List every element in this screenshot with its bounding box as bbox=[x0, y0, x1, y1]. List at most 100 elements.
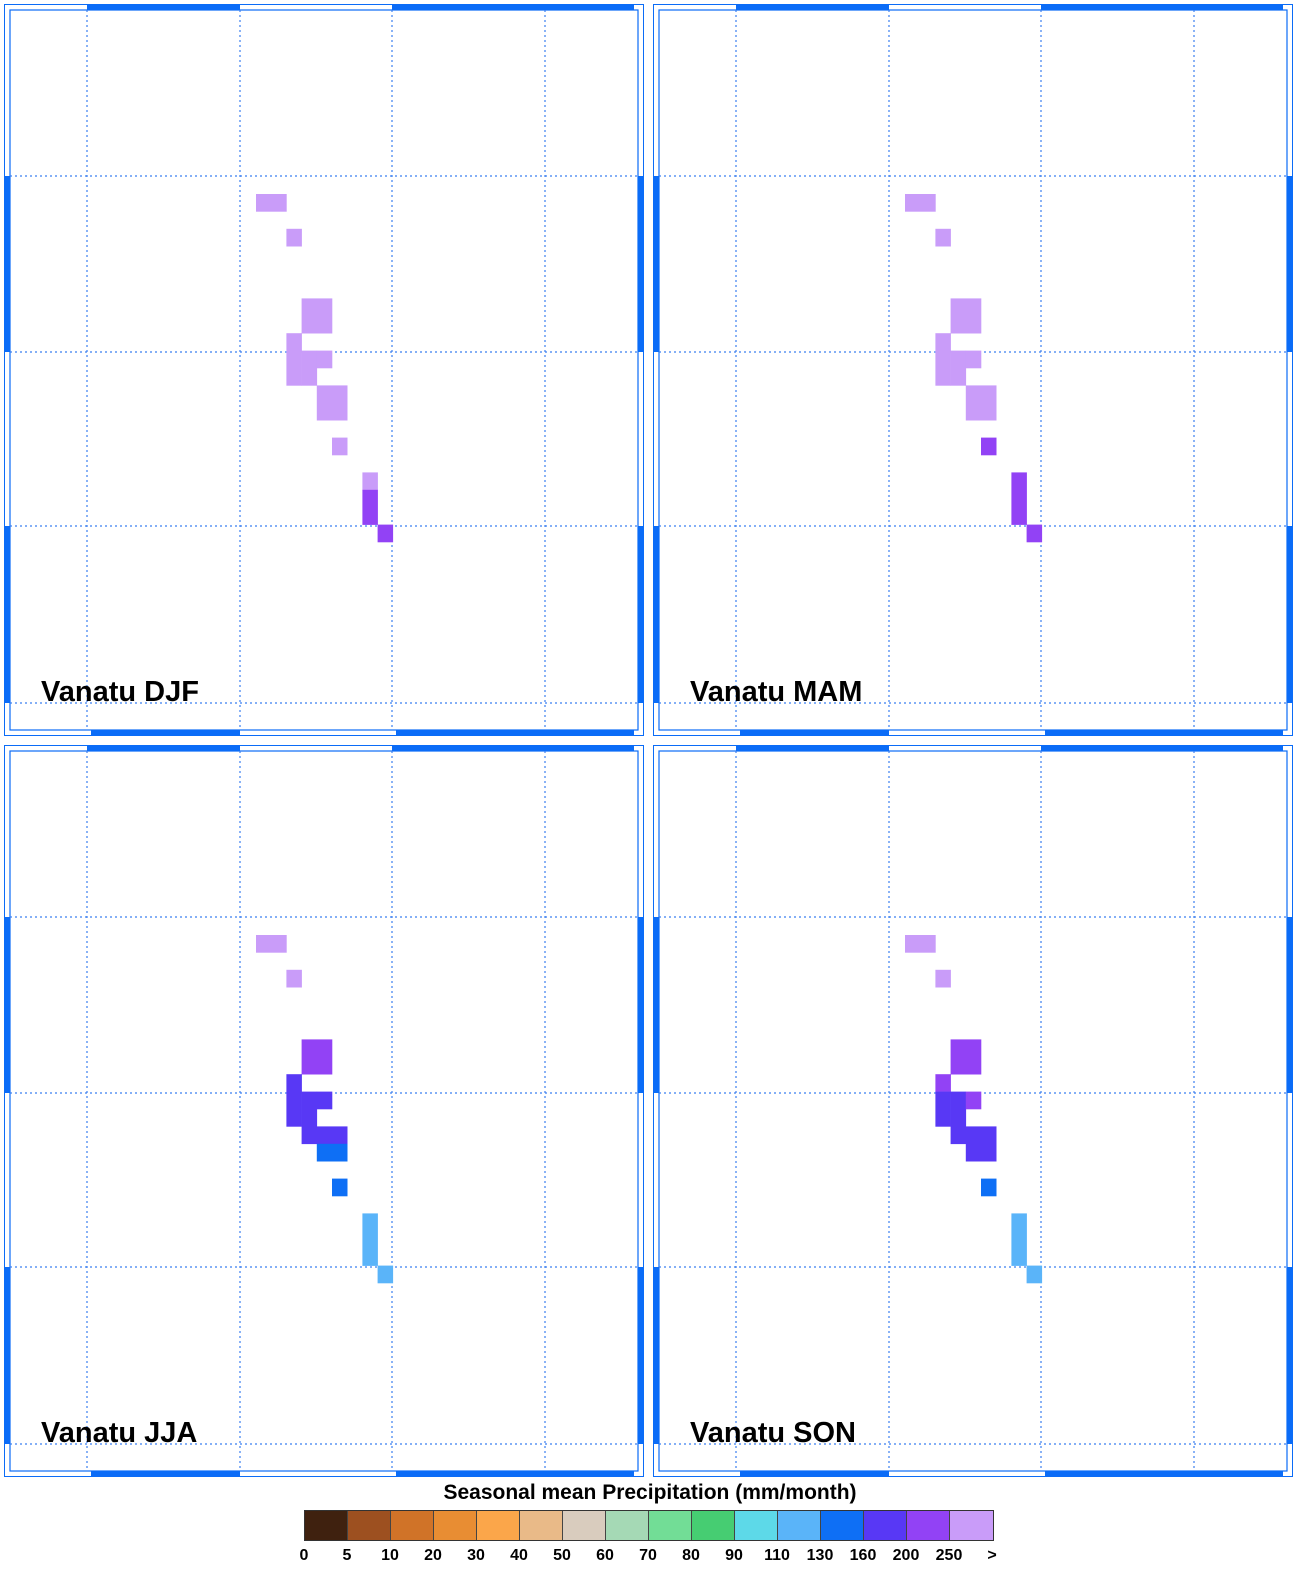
legend-swatch bbox=[649, 1511, 692, 1540]
legend-swatch bbox=[821, 1511, 864, 1540]
border-tick-right bbox=[638, 526, 644, 703]
map-plot bbox=[653, 4, 1293, 736]
precip-cell bbox=[362, 1213, 378, 1266]
precip-cell bbox=[286, 969, 302, 988]
precip-cell bbox=[362, 472, 378, 491]
border-tick-bottom bbox=[1045, 730, 1283, 736]
legend-swatch bbox=[434, 1511, 477, 1540]
legend-tick-label: 160 bbox=[849, 1547, 877, 1564]
border-tick-bottom bbox=[396, 1471, 634, 1477]
precip-cell bbox=[1026, 524, 1043, 543]
legend-tick-label: 30 bbox=[467, 1547, 485, 1564]
panel-title: Vanatu SON bbox=[690, 1417, 856, 1449]
legend-swatch bbox=[563, 1511, 606, 1540]
border-tick-right bbox=[638, 1267, 644, 1444]
precip-cell bbox=[905, 935, 936, 953]
precip-cell bbox=[286, 333, 302, 386]
border-tick-right bbox=[638, 176, 644, 352]
border-tick-right bbox=[638, 917, 644, 1093]
legend-swatch bbox=[692, 1511, 735, 1540]
precip-cell bbox=[1011, 472, 1027, 525]
frame-outer bbox=[4, 745, 644, 1477]
legend-colorbar bbox=[304, 1510, 994, 1541]
legend-swatch bbox=[735, 1511, 778, 1540]
precip-cell bbox=[377, 1265, 394, 1284]
legend-tick-label: 110 bbox=[764, 1547, 790, 1564]
legend-title: Seasonal mean Precipitation (mm/month) bbox=[443, 1481, 857, 1504]
precip-cell bbox=[301, 350, 318, 386]
legend-tick-label: 250 bbox=[935, 1547, 963, 1564]
border-tick-left bbox=[4, 917, 10, 1093]
legend-tick-label: 90 bbox=[725, 1547, 743, 1564]
border-tick-top bbox=[392, 4, 634, 10]
precip-cell bbox=[950, 1039, 982, 1075]
legend-swatch bbox=[477, 1511, 520, 1540]
legend-swatch bbox=[950, 1511, 993, 1540]
precip-cell bbox=[301, 1091, 318, 1145]
legend-tick-label: 40 bbox=[510, 1547, 528, 1564]
precip-cell bbox=[950, 350, 967, 386]
precip-cell bbox=[965, 1126, 997, 1162]
precip-cell bbox=[950, 1091, 967, 1145]
precip-cell bbox=[935, 969, 951, 988]
border-tick-bottom bbox=[1045, 1471, 1283, 1477]
legend-tick-label: 0 bbox=[299, 1547, 309, 1564]
precip-cell bbox=[301, 298, 333, 334]
precip-cell bbox=[316, 1143, 348, 1162]
panel-title: Vanatu MAM bbox=[690, 676, 863, 708]
legend-swatch bbox=[348, 1511, 391, 1540]
border-tick-left bbox=[653, 526, 659, 703]
legend-tick-label: 20 bbox=[424, 1547, 442, 1564]
border-tick-right bbox=[1287, 526, 1293, 703]
legend-swatch bbox=[606, 1511, 649, 1540]
legend-swatch bbox=[864, 1511, 907, 1540]
border-tick-bottom bbox=[91, 730, 240, 736]
precip-cell bbox=[316, 350, 333, 369]
precip-cell bbox=[316, 1091, 333, 1110]
precip-cell bbox=[950, 298, 982, 334]
legend-tick-label: 50 bbox=[553, 1547, 571, 1564]
precip-cell bbox=[1011, 1213, 1027, 1266]
legend-tick-label: > bbox=[987, 1547, 997, 1564]
map-panel-son: Vanatu SON bbox=[653, 745, 1293, 1477]
precip-cell bbox=[316, 385, 348, 421]
border-tick-top bbox=[1041, 745, 1283, 751]
border-tick-top bbox=[1041, 4, 1283, 10]
frame-inner bbox=[9, 9, 639, 731]
precip-cell bbox=[256, 194, 287, 212]
precip-cell bbox=[286, 228, 302, 247]
border-tick-left bbox=[4, 1267, 10, 1444]
legend-tick-label: 80 bbox=[682, 1547, 700, 1564]
map-panel-mam: Vanatu MAM bbox=[653, 4, 1293, 736]
precip-cell bbox=[362, 489, 378, 525]
map-plot bbox=[653, 745, 1293, 1477]
frame-outer bbox=[4, 4, 644, 736]
precip-cell bbox=[256, 935, 287, 953]
legend-swatch bbox=[778, 1511, 821, 1540]
frame-inner bbox=[658, 750, 1288, 1472]
border-tick-left bbox=[4, 176, 10, 352]
frame-inner bbox=[658, 9, 1288, 731]
frame-outer bbox=[653, 745, 1293, 1477]
legend-tick-label: 130 bbox=[806, 1547, 834, 1564]
precip-cell bbox=[935, 228, 951, 247]
legend-swatch bbox=[305, 1511, 348, 1540]
frame-inner bbox=[9, 750, 639, 1472]
legend-tick-label: 70 bbox=[639, 1547, 657, 1564]
legend-swatch bbox=[391, 1511, 434, 1540]
map-panel-djf: Vanatu DJF bbox=[4, 4, 644, 736]
border-tick-top bbox=[87, 4, 240, 10]
map-plot bbox=[4, 4, 644, 736]
precip-cell bbox=[935, 333, 951, 386]
border-tick-bottom bbox=[396, 730, 634, 736]
precip-cell bbox=[301, 1039, 333, 1075]
border-tick-top bbox=[736, 4, 889, 10]
precip-cell bbox=[316, 1126, 348, 1145]
precip-cell bbox=[286, 1074, 302, 1127]
precip-cell bbox=[332, 1178, 348, 1197]
precip-cell bbox=[965, 350, 982, 369]
border-tick-bottom bbox=[740, 1471, 889, 1477]
precip-cell bbox=[965, 1091, 982, 1110]
legend-swatch bbox=[907, 1511, 950, 1540]
precip-cell bbox=[965, 385, 997, 421]
